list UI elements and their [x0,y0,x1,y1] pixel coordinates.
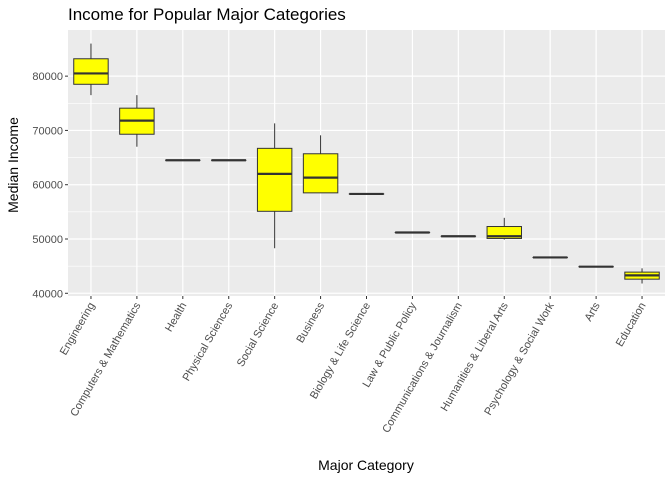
x-tick-label: Business [294,300,327,345]
y-tick-label: 40000 [32,288,63,300]
y-tick-label: 70000 [32,125,63,137]
x-tick-label: Education [614,301,649,349]
y-axis-title: Median Income [5,117,21,213]
y-tick-label: 60000 [32,180,63,192]
box-series [73,43,660,284]
box-rect [486,226,522,239]
box-0 [73,43,109,96]
y-tick-label: 80000 [32,71,63,83]
y-axis: 40000 50000 60000 70000 80000 [32,71,68,300]
box-1 [119,95,155,147]
x-tick-label: Engineering [58,301,98,358]
x-axis-title: Major Category [318,457,414,473]
y-tick-label: 50000 [32,234,63,246]
x-tick-label: Social Science [235,301,281,369]
box-9 [486,217,522,240]
chart-title: Income for Popular Major Categories [68,5,346,24]
box-12 [624,268,660,284]
box-rect [73,58,109,85]
x-tick-label: Communications & Journalism [380,301,465,436]
x-tick-label: Physical Sciences [181,300,236,383]
box-4 [256,123,293,249]
x-tick-label: Health [163,301,189,335]
box-5 [302,135,339,194]
box-rect [302,153,339,194]
box-rect [256,147,293,212]
x-tick-label: Arts [583,300,603,323]
